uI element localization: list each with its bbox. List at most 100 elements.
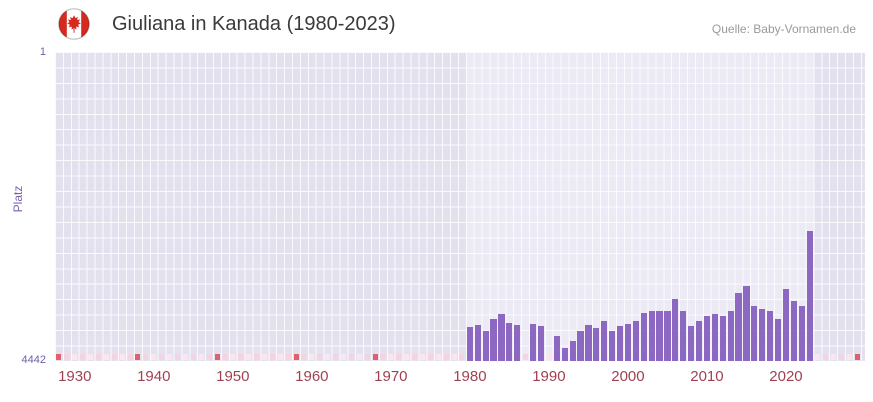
no-data-marker — [838, 354, 844, 360]
no-data-marker — [64, 354, 70, 360]
no-data-marker — [522, 354, 528, 360]
x-tick-label: 1930 — [58, 368, 92, 385]
no-data-marker — [230, 354, 236, 360]
bar-2017[interactable] — [759, 309, 766, 361]
bar-2022[interactable] — [798, 305, 805, 361]
bar-2020[interactable] — [782, 289, 790, 361]
no-data-marker — [198, 354, 204, 360]
x-axis: 1930 1940 1950 1960 1970 1980 1990 2000 2010 2020 — [55, 368, 865, 392]
gridlines — [55, 52, 865, 361]
no-data-marker — [103, 354, 109, 360]
y-tick-top: 1 — [39, 46, 46, 58]
bar-1996[interactable] — [593, 328, 600, 361]
bar-1983[interactable] — [490, 319, 497, 361]
bar-1994[interactable] — [577, 330, 584, 361]
bar-1991[interactable] — [553, 335, 560, 361]
no-data-marker — [309, 354, 315, 360]
bar-2003[interactable] — [648, 310, 655, 361]
no-data-marker — [356, 354, 362, 360]
no-data-marker — [80, 354, 86, 360]
bar-1981[interactable] — [474, 325, 481, 361]
bar-2010[interactable] — [703, 316, 711, 361]
no-data-marker — [404, 354, 410, 360]
y-axis-title: Platz — [11, 185, 25, 213]
no-data-marker — [174, 354, 180, 360]
no-data-marker — [293, 354, 299, 360]
canada-flag-icon — [58, 8, 90, 40]
no-data-marker — [246, 354, 252, 360]
bar-2006[interactable] — [672, 298, 679, 361]
bar-2015[interactable] — [743, 285, 750, 361]
no-data-marker — [222, 354, 228, 360]
no-data-marker — [206, 354, 212, 360]
no-data-marker — [127, 354, 133, 360]
bar-2016[interactable] — [751, 305, 758, 361]
no-data-marker — [301, 354, 307, 360]
no-data-marker — [822, 354, 828, 360]
no-data-marker — [182, 354, 188, 360]
x-tick-label: 2000 — [611, 368, 645, 385]
no-data-marker — [317, 354, 323, 360]
y-tick-bottom: 4442 — [21, 354, 46, 366]
no-data-marker — [135, 354, 141, 360]
chart-title: Giuliana in Kanada (1980-2023) — [112, 13, 396, 35]
x-tick-label: 2020 — [769, 368, 803, 385]
plot-area — [55, 52, 865, 361]
no-data-marker — [435, 354, 441, 360]
no-data-marker — [443, 354, 449, 360]
bar-1988[interactable] — [529, 323, 537, 361]
bar-1989[interactable] — [537, 326, 545, 361]
bar-2007[interactable] — [680, 310, 687, 361]
no-data-marker — [388, 354, 394, 360]
no-data-marker — [214, 354, 220, 360]
bar-2002[interactable] — [640, 312, 647, 361]
x-tick-label: 1960 — [295, 368, 329, 385]
bar-2008[interactable] — [688, 326, 695, 361]
no-data-marker — [167, 354, 173, 360]
bar-2013[interactable] — [727, 310, 734, 361]
bar-1980[interactable] — [466, 327, 473, 361]
bar-1997[interactable] — [601, 321, 608, 361]
bar-2019[interactable] — [774, 319, 782, 361]
no-data-marker — [846, 354, 852, 360]
bar-2009[interactable] — [695, 321, 703, 361]
bar-1992[interactable] — [561, 347, 568, 361]
no-data-marker — [119, 354, 125, 360]
bar-1993[interactable] — [569, 340, 576, 361]
bar-2014[interactable] — [735, 292, 742, 361]
no-data-marker — [261, 354, 267, 360]
bar-1999[interactable] — [616, 326, 624, 361]
bar-2001[interactable] — [632, 321, 639, 361]
bar-2023[interactable] — [806, 230, 813, 361]
no-data-marker — [412, 354, 418, 360]
bar-2000[interactable] — [624, 323, 631, 361]
no-data-marker — [111, 354, 117, 360]
no-data-marker — [285, 354, 291, 360]
no-data-marker — [143, 354, 149, 360]
no-data-marker — [238, 354, 244, 360]
no-data-marker — [277, 354, 283, 360]
bar-2012[interactable] — [719, 316, 726, 361]
bar-2018[interactable] — [767, 310, 774, 361]
bar-2005[interactable] — [664, 310, 671, 361]
no-data-marker — [396, 354, 402, 360]
x-tick-label: 2010 — [690, 368, 724, 385]
bar-2011[interactable] — [711, 314, 718, 361]
no-data-marker — [348, 354, 354, 360]
bar-1995[interactable] — [585, 325, 592, 361]
bar-1986[interactable] — [514, 325, 521, 361]
bar-2021[interactable] — [790, 301, 797, 361]
bar-1998[interactable] — [609, 330, 616, 361]
x-tick-label: 1940 — [137, 368, 171, 385]
no-data-marker — [546, 354, 552, 360]
bar-1984[interactable] — [498, 314, 505, 361]
bar-1982[interactable] — [482, 330, 489, 361]
bar-2004[interactable] — [656, 310, 663, 361]
x-tick-label: 1970 — [374, 368, 408, 385]
source-label: Quelle: Baby-Vornamen.de — [711, 22, 856, 36]
no-data-marker — [151, 354, 157, 360]
bar-1985[interactable] — [506, 323, 513, 361]
no-data-marker — [451, 354, 457, 360]
no-data-marker — [95, 354, 101, 360]
no-data-marker — [364, 354, 370, 360]
